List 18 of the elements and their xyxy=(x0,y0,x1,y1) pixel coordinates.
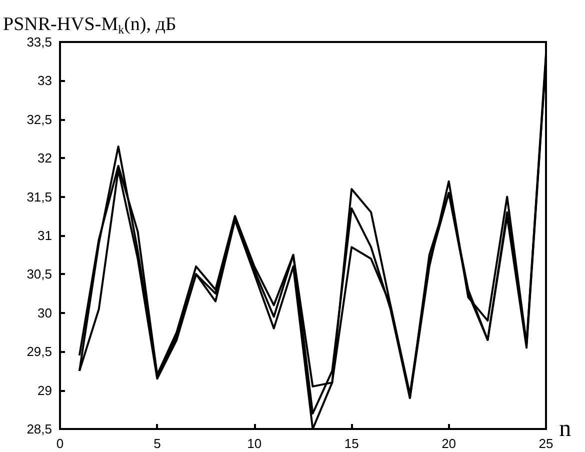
y-tick-label: 31,5 xyxy=(26,189,52,204)
y-tick-label: 32 xyxy=(38,150,52,166)
y-tick-label: 33,5 xyxy=(26,34,52,50)
x-tick-label: 25 xyxy=(538,436,554,451)
y-tick-label: 29 xyxy=(38,382,52,398)
y-tick-label: 31 xyxy=(38,228,52,243)
y-tick-label: 32,5 xyxy=(26,112,52,127)
y-tick-label: 30,5 xyxy=(26,266,52,282)
y-tick-label: 29,5 xyxy=(26,344,52,360)
x-tick-label: 0 xyxy=(56,436,64,451)
y-tick-label: 33 xyxy=(38,73,52,88)
x-tick-label: 10 xyxy=(247,436,262,451)
x-axis-title: n xyxy=(559,416,572,442)
x-tick-label: 5 xyxy=(154,436,161,451)
x-tick-label: 15 xyxy=(344,436,359,451)
y-tick-label: 28,5 xyxy=(26,422,52,436)
x-tick-label: 20 xyxy=(442,436,456,451)
y-tick-label: 30 xyxy=(38,305,52,320)
